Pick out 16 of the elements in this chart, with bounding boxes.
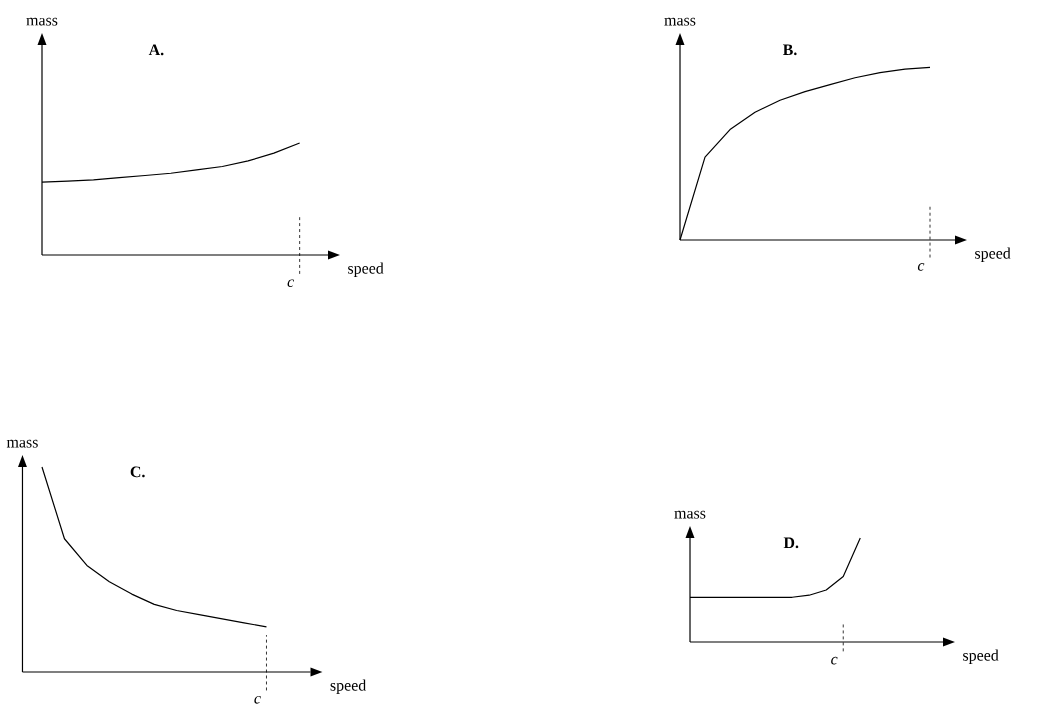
x-axis-title: speed: [963, 649, 999, 664]
x-axis-title: speed: [330, 679, 367, 694]
y-axis-title: mass: [6, 439, 38, 448]
text: c: [917, 263, 925, 271]
text: c: [287, 279, 294, 288]
text: c: [254, 695, 261, 704]
chart-title: C.: [130, 466, 145, 478]
y-axis-title: mass: [674, 510, 706, 519]
y-axis-title: mass: [664, 17, 696, 26]
chart-title: A.: [148, 44, 164, 56]
chart-title: D.: [783, 537, 799, 549]
text: c: [831, 656, 838, 665]
x-axis-title: speed: [348, 262, 384, 277]
chart-title: B.: [782, 44, 797, 56]
x-axis-title: speed: [975, 247, 1011, 262]
y-axis-title: mass: [26, 17, 58, 26]
